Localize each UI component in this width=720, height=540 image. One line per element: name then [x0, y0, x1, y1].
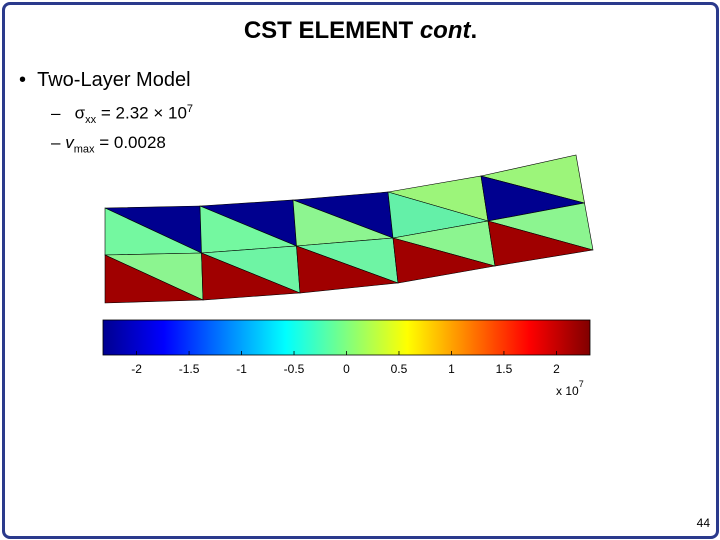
- multiplier-base: x 10: [556, 384, 579, 398]
- tick-label: -0.5: [284, 362, 305, 376]
- subscript: max: [73, 143, 95, 156]
- bullet: • Two-Layer Model: [19, 69, 191, 91]
- slide-title: CST ELEMENT cont.: [5, 17, 716, 45]
- tick-label: 0: [343, 362, 350, 376]
- mesh-element: [104, 254, 204, 304]
- tick-label: 1.5: [496, 362, 513, 376]
- tick-label: -2: [131, 362, 142, 376]
- tick-label: 1: [448, 362, 455, 376]
- symbol: σ: [74, 103, 86, 123]
- mesh-element: [201, 252, 301, 301]
- mesh-element: [296, 245, 399, 294]
- dash: –: [51, 133, 61, 152]
- sub-bullet: – σxx = 2.32 × 107: [51, 103, 193, 126]
- tick-label: -1.5: [179, 362, 200, 376]
- symbol: v: [65, 133, 74, 152]
- mesh: [104, 154, 594, 304]
- sub-bullet: – vmax = 0.0028: [51, 133, 166, 155]
- equation: = 0.0028: [99, 133, 166, 152]
- title-end: .: [470, 17, 478, 44]
- subscript: xx: [85, 114, 97, 127]
- bullet-text: Two-Layer Model: [37, 69, 191, 91]
- superscript: 7: [186, 103, 194, 115]
- multiplier-exponent: 7: [579, 379, 584, 389]
- tick-label: 2: [553, 362, 560, 376]
- colorbar: [102, 319, 591, 356]
- figure: -2 -1.5 -1 -0.5 0 0.5 1 1.5 2 x 107: [102, 154, 594, 398]
- colorbar-multiplier: x 107: [556, 379, 584, 398]
- tick-label: -1: [236, 362, 247, 376]
- mesh-element: [487, 220, 594, 267]
- equation: = 2.32 × 10: [100, 103, 187, 123]
- colorbar-ticks: -2 -1.5 -1 -0.5 0 0.5 1 1.5 2: [131, 351, 560, 376]
- title-italic: cont: [419, 17, 471, 44]
- tick-label: 0.5: [391, 362, 408, 376]
- title-main: CST ELEMENT: [243, 17, 414, 44]
- dash: –: [51, 103, 61, 123]
- page-number: 44: [696, 516, 710, 530]
- mesh-element: [392, 237, 496, 284]
